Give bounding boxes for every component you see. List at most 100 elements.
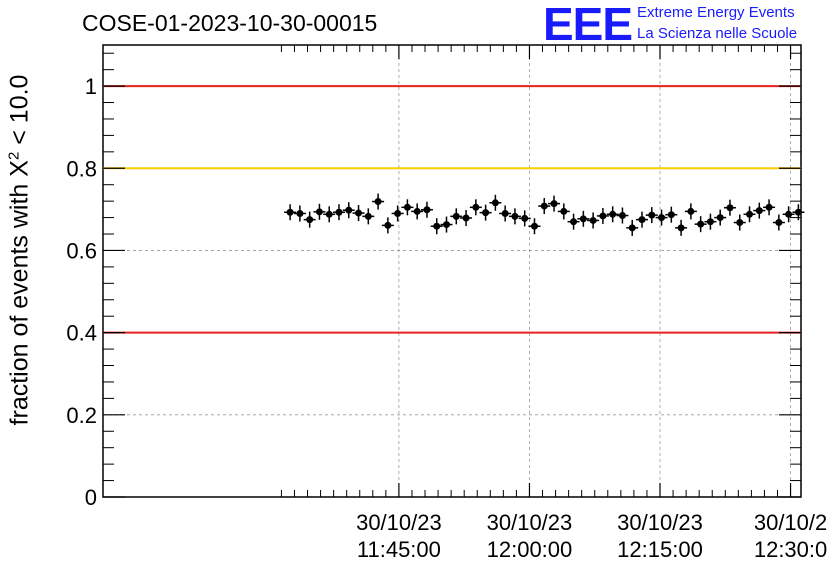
y-axis-label-superscript: 2 [5,151,23,161]
data-point [596,207,609,224]
data-point [440,216,453,233]
x-tick-date-label: 30/10/23 [356,510,442,535]
data-point [714,209,727,226]
logo-subtitle-1: Extreme Energy Events [637,4,795,21]
data-point [792,204,805,221]
point-marker [394,209,402,217]
point-marker [550,200,558,208]
data-point [293,205,306,222]
point-marker [687,207,695,215]
data-points [284,193,805,236]
plot-frame [102,44,802,498]
point-marker [462,214,470,222]
x-axis-ticks: 30/10/2311:45:0030/10/2312:00:0030/10/23… [280,45,827,562]
data-point [694,216,707,233]
y-axis-ticks: 0 0.2 0.4 0.6 0.8 1 [66,52,801,510]
y-axis-label-suffix: < 10.0 [5,74,34,152]
point-marker [667,211,675,219]
y-axis-label-text: fraction of events with X [5,160,34,426]
point-marker [530,222,538,230]
x-tick-date-label: 30/10/23 [487,510,573,535]
data-point [616,207,629,224]
data-point [743,206,756,223]
y-tick-label: 0.4 [66,321,97,346]
point-marker [618,212,626,220]
point-marker [374,198,382,206]
data-point [362,208,375,225]
point-marker [403,203,411,211]
data-point [284,204,297,221]
x-tick-date-label: 30/10/2 [754,510,827,535]
data-point [420,201,433,218]
point-marker [716,214,724,222]
point-marker [726,204,734,212]
data-point [577,210,590,227]
x-tick-time-label: 12:30:0 [754,537,827,562]
data-point [391,205,404,222]
point-marker [677,224,685,232]
point-marker [335,208,343,216]
data-point [460,209,473,226]
point-marker [697,220,705,228]
point-marker [794,208,802,216]
point-marker [306,216,314,224]
data-point [489,194,502,211]
point-marker [746,210,754,218]
data-point [723,199,736,216]
y-tick-label: 0 [85,485,97,510]
x-tick-date-label: 30/10/23 [617,510,703,535]
data-point [635,211,648,228]
point-marker [609,210,617,218]
point-marker [325,210,333,218]
data-point [753,202,766,219]
run-title: COSE-01-2023-10-30-00015 [82,10,378,36]
data-point [548,195,561,212]
point-marker [364,212,372,220]
data-point [342,202,355,219]
point-marker [423,206,431,214]
point-marker [658,214,666,222]
point-marker [491,199,499,207]
x-tick-time-label: 11:45:00 [357,537,441,562]
point-marker [384,221,392,229]
y-tick-label: 0.6 [66,238,97,263]
point-marker [570,218,578,226]
data-point [430,218,443,235]
data-point [763,199,776,216]
point-marker [579,215,587,223]
data-point [733,214,746,231]
data-point [323,206,336,223]
point-marker [638,216,646,224]
point-marker [296,209,304,217]
data-point [675,219,688,236]
data-point [567,213,580,230]
data-point [704,213,717,230]
data-point [372,193,385,210]
data-point [450,208,463,225]
point-marker [775,219,783,227]
point-marker [785,210,793,218]
data-point [538,198,551,215]
data-point [411,203,424,220]
x-tick-time-label: 12:15:00 [617,537,703,562]
data-point [665,206,678,223]
point-marker [355,209,363,217]
point-marker [560,207,568,215]
point-marker [599,212,607,220]
point-marker [628,224,636,232]
point-marker [511,212,519,220]
data-point [518,210,531,227]
data-point [332,204,345,221]
data-point [772,214,785,231]
point-marker [413,207,421,215]
y-tick-label: 1 [85,74,97,99]
point-marker [589,216,597,224]
point-marker [540,202,548,210]
data-point [684,203,697,220]
point-marker [433,222,441,230]
point-marker [755,207,763,215]
y-axis-label: fraction of events with X2 < 10.0 [5,75,34,426]
data-point [508,208,521,225]
point-marker [648,211,656,219]
